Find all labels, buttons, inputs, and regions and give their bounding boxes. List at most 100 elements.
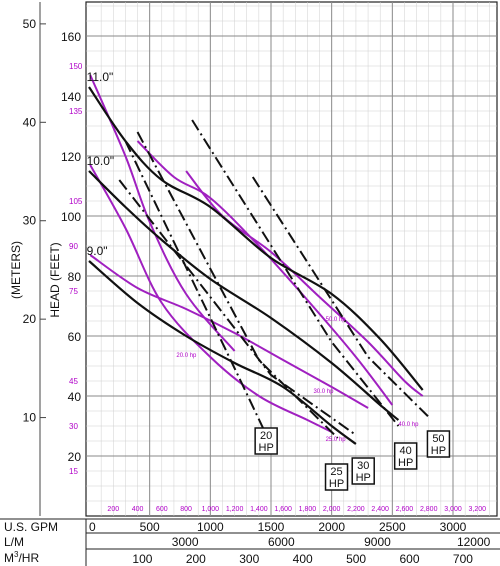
purple-y-tick-label: 105 — [69, 197, 83, 206]
purple-x-tick-label: 200 — [107, 506, 119, 513]
purple-x-tick-label: 3,200 — [469, 506, 487, 513]
feet-axis-title: HEAD (FEET) — [48, 242, 62, 317]
m3hr-tick-label: 600 — [400, 552, 420, 566]
meters-tick-label: 50 — [23, 17, 37, 31]
hp-box-number: 20 — [260, 430, 272, 442]
lm-tick-label: 6000 — [268, 535, 295, 549]
purple-x-tick-label: 800 — [180, 506, 192, 513]
hp-box-unit: HP — [329, 478, 344, 490]
hp-box-number: 30 — [357, 460, 369, 472]
purple-x-tick-label: 1,000 — [202, 506, 220, 513]
m3hr-tick-label: 200 — [186, 552, 206, 566]
hp-box — [351, 457, 375, 485]
meters-tick-label: 30 — [23, 214, 37, 228]
purple-y-tick-label: 150 — [69, 62, 83, 71]
purple-y-tick-label: 135 — [69, 107, 83, 116]
purple-x-tick-label: 2,400 — [371, 506, 389, 513]
impeller-curve-label: 11.0" — [87, 70, 114, 84]
purple-x-tick-label: 1,600 — [274, 506, 292, 513]
m3hr-tick-label: 100 — [132, 552, 152, 566]
m3hr-tick-label: 500 — [346, 552, 366, 566]
purple-y-tick-label: 75 — [69, 287, 78, 296]
impeller-curves — [88, 86, 424, 445]
feet-tick-label: 20 — [68, 450, 82, 464]
gpm-tick-label: 3000 — [440, 520, 467, 534]
purple-x-tick-label: 2,600 — [396, 506, 414, 513]
hp-box — [426, 430, 451, 458]
hp-curve-label: 30.0 hp — [313, 389, 334, 395]
hp-box-unit: HP — [259, 442, 274, 454]
hp-limit-line-4 — [251, 176, 430, 418]
hp-curves — [89, 74, 424, 433]
hp-box-unit: HP — [398, 457, 413, 469]
hp-curve-0 — [89, 74, 236, 352]
hp-curve-3 — [136, 140, 394, 406]
m3hr-tick-label: 300 — [239, 552, 259, 566]
plot-border — [85, 1, 498, 517]
hp-box-number: 50 — [432, 433, 444, 445]
feet-tick-label: 140 — [61, 90, 81, 104]
purple-y-tick-label: 15 — [69, 467, 78, 476]
purple-x-tick-label: 600 — [156, 506, 168, 513]
hp-curve-4 — [185, 170, 424, 397]
lm-axis-title: L/M — [4, 535, 24, 549]
meters-tick-label: 10 — [23, 411, 37, 425]
hp-box — [324, 463, 349, 491]
m3hr-axis-title: M3/HR — [4, 550, 39, 565]
feet-tick-label: 100 — [61, 210, 81, 224]
hp-curve-label: 50.0 hp — [326, 317, 347, 323]
gpm-tick-label: 500 — [140, 520, 160, 534]
meters-axis-title: (METERS) — [9, 241, 23, 299]
lm-tick-label: 9000 — [364, 535, 391, 549]
hp-box — [254, 427, 278, 455]
feet-tick-label: 120 — [61, 150, 81, 164]
impeller-curve-2 — [88, 260, 357, 445]
purple-y-tick-label: 45 — [69, 377, 78, 386]
meters-tick-label: 20 — [23, 312, 37, 326]
hp-curve-label: 25.0 hp — [326, 437, 347, 443]
purple-y-tick-label: 30 — [69, 422, 78, 431]
gpm-tick-label: 1000 — [197, 520, 224, 534]
hp-box-unit: HP — [431, 445, 446, 457]
purple-x-tick-label: 1,200 — [226, 506, 244, 513]
feet-tick-label: 40 — [68, 390, 82, 404]
hp-limit-line-2 — [118, 179, 357, 436]
impeller-curve-label: 9.0" — [87, 244, 108, 258]
purple-x-tick-label: 2,800 — [420, 506, 438, 513]
hp-limit-line-0 — [124, 140, 266, 433]
impeller-curve-1 — [88, 170, 400, 421]
purple-x-tick-label: 1,800 — [299, 506, 317, 513]
purple-x-tick-label: 1,400 — [250, 506, 268, 513]
lm-tick-label: 12000 — [457, 535, 491, 549]
purple-x-tick-label: 3,000 — [444, 506, 462, 513]
purple-x-tick-label: 2,000 — [323, 506, 341, 513]
hp-curve-1 — [89, 164, 333, 433]
lm-tick-label: 3000 — [172, 535, 199, 549]
hp-box-unit: HP — [356, 472, 371, 484]
hp-limit-line-3 — [191, 119, 400, 427]
purple-y-tick-label: 90 — [69, 242, 78, 251]
feet-tick-label: 80 — [68, 270, 82, 284]
m3hr-tick-label: 700 — [453, 552, 473, 566]
gpm-tick-label: 0 — [89, 520, 96, 534]
hp-curve-label: 20.0 hp — [176, 353, 197, 359]
purple-x-tick-label: 400 — [132, 506, 144, 513]
purple-x-tick-label: 2,200 — [347, 506, 365, 513]
gpm-axis-title: U.S. GPM — [4, 520, 58, 534]
gpm-tick-label: 2000 — [318, 520, 345, 534]
gpm-tick-label: 2500 — [379, 520, 406, 534]
meters-tick-label: 40 — [23, 115, 37, 129]
hp-box — [393, 442, 418, 470]
hp-box-number: 25 — [330, 466, 342, 478]
hp-limit-lines — [118, 119, 430, 439]
grid — [85, 1, 498, 517]
hp-curve-2 — [89, 254, 369, 409]
hp-curve-label: 40.0 hp — [398, 422, 419, 428]
m3hr-tick-label: 400 — [293, 552, 313, 566]
hp-box-number: 40 — [400, 445, 412, 457]
feet-tick-label: 60 — [68, 330, 82, 344]
feet-tick-label: 160 — [61, 30, 81, 44]
impeller-curve-label: 10.0" — [87, 154, 115, 168]
